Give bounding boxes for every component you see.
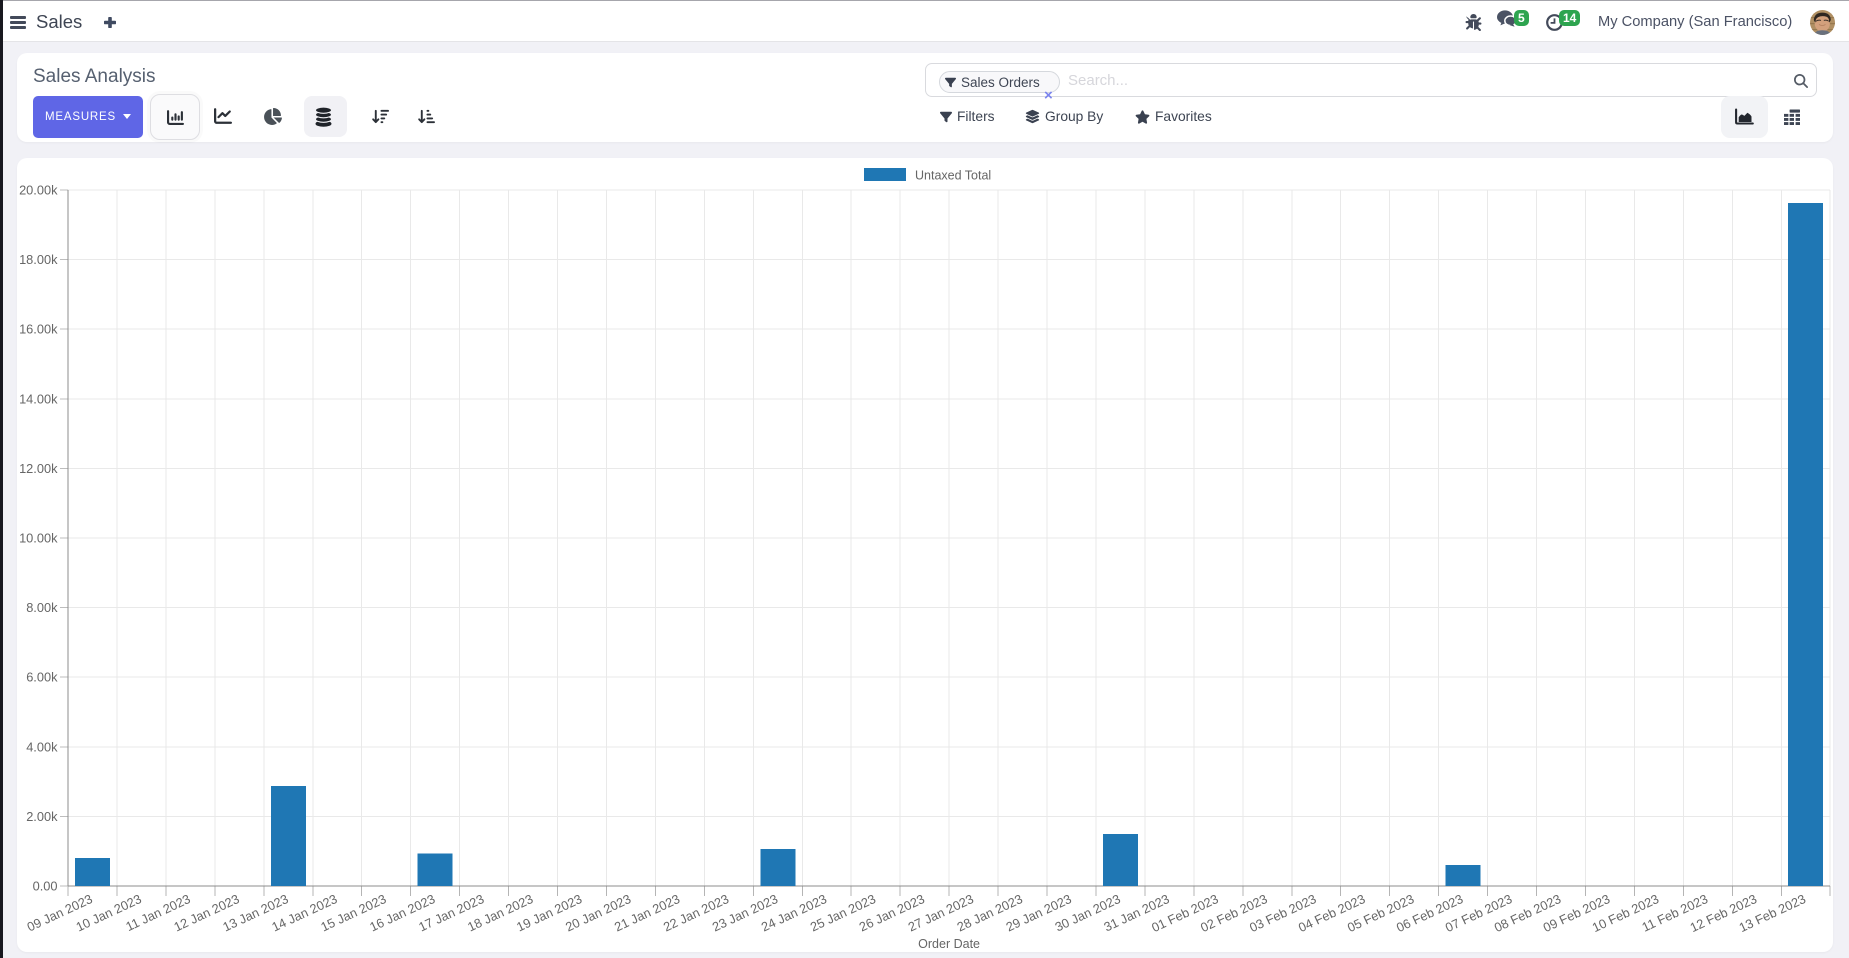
svg-text:2.00k: 2.00k [26,809,58,824]
svg-text:Order Date: Order Date [918,937,980,951]
svg-text:8.00k: 8.00k [26,600,58,615]
svg-text:6.00k: 6.00k [26,670,58,685]
svg-text:4.00k: 4.00k [26,739,58,754]
svg-text:14.00k: 14.00k [19,391,58,406]
svg-text:10.00k: 10.00k [19,531,58,546]
svg-text:18.00k: 18.00k [19,252,58,267]
svg-text:0.00: 0.00 [33,879,58,894]
svg-text:16.00k: 16.00k [19,322,58,337]
svg-text:20.00k: 20.00k [19,183,58,198]
svg-text:12.00k: 12.00k [19,461,58,476]
svg-text:Untaxed Total: Untaxed Total [915,169,991,183]
